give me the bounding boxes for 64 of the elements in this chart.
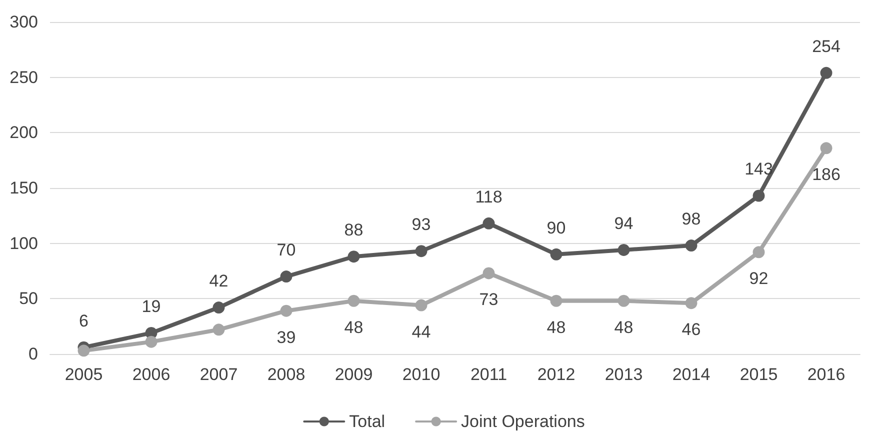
- x-tick-label: 2015: [740, 365, 778, 384]
- x-tick-label: 2011: [470, 365, 508, 384]
- point: [618, 294, 630, 307]
- y-tick-label: 100: [10, 234, 38, 253]
- point: [348, 294, 360, 307]
- point: [145, 336, 158, 348]
- data-label: 93: [412, 215, 431, 234]
- data-label: 6: [79, 311, 88, 330]
- x-tick-label: 2012: [537, 365, 576, 384]
- y-tick-label: 300: [10, 12, 38, 32]
- data-label: 42: [209, 272, 228, 291]
- point: [415, 299, 428, 312]
- data-label: 186: [812, 165, 840, 184]
- point: [482, 217, 495, 230]
- point: [415, 245, 428, 258]
- point: [820, 66, 832, 79]
- point: [685, 297, 698, 310]
- data-label: 254: [812, 36, 840, 56]
- data-label: 90: [546, 218, 566, 238]
- y-tick-label: 50: [19, 289, 38, 308]
- point: [820, 142, 832, 154]
- point: [618, 244, 630, 256]
- point: [550, 248, 562, 260]
- data-label: 73: [479, 290, 498, 310]
- data-label: 19: [142, 296, 161, 316]
- y-tick-label: 200: [10, 123, 38, 142]
- data-label: 39: [276, 328, 296, 347]
- x-tick-label: 2009: [334, 365, 373, 384]
- data-label: 88: [344, 220, 364, 240]
- data-label: 94: [614, 214, 634, 233]
- point: [348, 250, 360, 263]
- data-label: 44: [412, 322, 431, 342]
- point: [752, 190, 765, 202]
- point: [280, 270, 292, 283]
- x-tick-label: 2005: [64, 365, 103, 384]
- point: [280, 304, 292, 317]
- y-tick-label: 0: [28, 344, 38, 364]
- x-tick-label: 2007: [200, 365, 238, 384]
- y-tick-label: 150: [10, 178, 38, 198]
- x-tick-label: 2013: [604, 365, 643, 384]
- data-label: 48: [614, 318, 634, 337]
- y-tick-label: 250: [10, 68, 38, 87]
- point: [752, 246, 765, 258]
- data-label: 98: [682, 210, 701, 229]
- point: [78, 344, 90, 357]
- point: [212, 324, 225, 336]
- data-label: 48: [546, 318, 566, 337]
- point: [482, 267, 495, 280]
- x-tick-label: 2016: [807, 365, 846, 384]
- legend-label: Joint Operations: [461, 412, 585, 431]
- legend-label: Total: [349, 412, 386, 431]
- point: [550, 294, 562, 307]
- data-label: 46: [682, 320, 701, 340]
- x-tick-label: 2014: [672, 365, 710, 384]
- point: [685, 240, 698, 252]
- data-label: 48: [344, 318, 364, 337]
- x-tick-label: 2010: [402, 365, 440, 384]
- data-label: 143: [744, 160, 773, 179]
- data-label: 70: [276, 240, 296, 260]
- data-label: 92: [749, 269, 768, 288]
- point: [212, 302, 225, 314]
- x-tick-label: 2006: [132, 365, 170, 384]
- x-tick-label: 2008: [267, 365, 306, 384]
- data-label: 118: [475, 187, 502, 206]
